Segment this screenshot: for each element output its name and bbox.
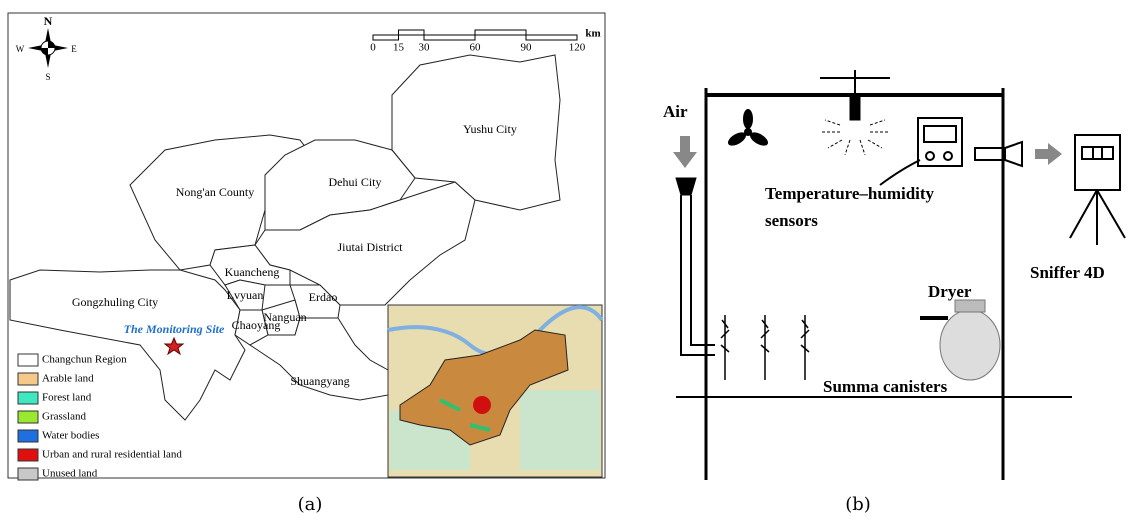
scale-tick-label: 90 bbox=[521, 42, 533, 54]
scale-tick-label: 15 bbox=[393, 42, 405, 54]
region-label: Chaoyang bbox=[232, 318, 281, 332]
legend-label: Unused land bbox=[42, 468, 98, 480]
legend-swatch bbox=[18, 449, 38, 461]
legend-swatch bbox=[18, 430, 38, 442]
legend-label: Water bodies bbox=[42, 430, 99, 442]
legend-swatch bbox=[18, 411, 38, 423]
dryer-label: Dryer bbox=[928, 282, 972, 301]
caption-a: (a) bbox=[298, 494, 323, 515]
compass-e: E bbox=[71, 44, 77, 54]
sensor-label: Temperature–humidity bbox=[765, 184, 935, 203]
region-label: Kuancheng bbox=[225, 265, 280, 279]
region-label: Nong'an County bbox=[176, 185, 255, 199]
fan bbox=[726, 109, 770, 148]
sprayer bbox=[820, 70, 890, 155]
plants bbox=[721, 315, 809, 380]
region-label: Shuangyang bbox=[290, 374, 349, 388]
legend-label: Changchun Region bbox=[42, 354, 127, 366]
legend-swatch bbox=[18, 392, 38, 404]
legend-label: Urban and rural residential land bbox=[42, 449, 182, 461]
scale-tick-label: 30 bbox=[419, 42, 431, 54]
compass-n: N bbox=[44, 14, 53, 28]
legend-label: Forest land bbox=[42, 392, 92, 404]
region-label: Lvyuan bbox=[227, 288, 264, 302]
scale-unit: km bbox=[585, 28, 600, 40]
page: N S E W 0 15 30 60 90 120 km Yushu City Nong'a… bbox=[0, 0, 1140, 522]
legend-label: Arable land bbox=[42, 373, 94, 385]
figure: N S E W 0 15 30 60 90 120 km Yushu City Nong'a… bbox=[0, 0, 1140, 522]
compass-w: W bbox=[16, 44, 25, 54]
site-label: The Monitoring Site bbox=[124, 322, 225, 336]
caption-b: (b) bbox=[845, 494, 871, 515]
scale-tick-label: 0 bbox=[370, 42, 376, 54]
region-label: Gongzhuling City bbox=[72, 295, 158, 309]
legend-label: Grassland bbox=[42, 411, 86, 423]
scale-tick-label: 60 bbox=[470, 42, 482, 54]
sniffer bbox=[975, 135, 1125, 245]
region-label: Jiutai District bbox=[338, 240, 404, 254]
region-label: Dehui City bbox=[329, 175, 382, 189]
inset-map bbox=[388, 305, 602, 477]
panel-a: N S E W 0 15 30 60 90 120 km Yushu City Nong'a… bbox=[8, 13, 605, 515]
region-label: Yushu City bbox=[463, 122, 517, 136]
compass-s: S bbox=[45, 72, 50, 82]
region-label: Erdao bbox=[309, 290, 338, 304]
sniffer-label: Sniffer 4D bbox=[1030, 263, 1105, 282]
canister bbox=[920, 300, 1000, 380]
panel-b-labels: Air Temperature–humidity sensors Sniffer… bbox=[663, 102, 1105, 515]
canister-label: Summa canisters bbox=[823, 377, 948, 396]
air-label: Air bbox=[663, 102, 688, 121]
sensor bbox=[880, 118, 962, 185]
legend-swatch bbox=[18, 354, 38, 366]
scale-tick-label: 120 bbox=[569, 42, 586, 54]
legend-swatch bbox=[18, 468, 38, 480]
sensor-label: sensors bbox=[765, 211, 818, 230]
legend-swatch bbox=[18, 373, 38, 385]
